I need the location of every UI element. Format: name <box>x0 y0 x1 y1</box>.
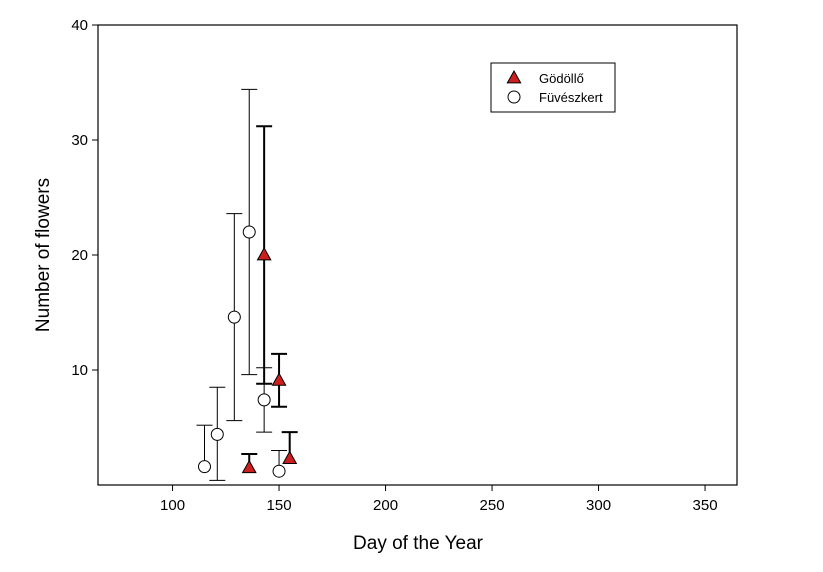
y-tick-label: 20 <box>71 247 88 264</box>
y-tick-label: 10 <box>71 362 88 379</box>
x-tick-label: 100 <box>160 497 185 514</box>
data-point-godollo <box>282 450 298 464</box>
x-axis-title: Day of the Year <box>353 533 484 554</box>
x-tick-label: 250 <box>480 497 505 514</box>
x-tick-label: 150 <box>267 497 292 514</box>
x-tick-label: 200 <box>373 497 398 514</box>
data-point-godollo <box>256 246 272 261</box>
legend-marker-godollo <box>506 69 522 84</box>
legend-label: Füvészkert <box>539 90 603 105</box>
data-point-godollo <box>241 459 257 474</box>
data-point-fuveszkert <box>257 393 271 407</box>
data-point-fuveszkert <box>227 310 241 324</box>
x-tick-label: 300 <box>586 497 611 514</box>
y-tick-label: 30 <box>71 132 88 149</box>
legend-marker-fuveszkert <box>507 90 521 104</box>
plot-frame <box>97 24 738 486</box>
data-point-godollo <box>271 372 287 386</box>
data-point-fuveszkert <box>210 427 224 441</box>
data-point-fuveszkert <box>198 460 211 474</box>
legend-label: Gödöllő <box>539 71 584 86</box>
data-point-fuveszkert <box>242 225 256 239</box>
y-tick-label: 40 <box>71 17 88 34</box>
y-axis-title: Number of flowers <box>33 178 54 332</box>
data-point-fuveszkert <box>272 464 286 478</box>
legend-box <box>490 62 616 113</box>
x-tick-label: 350 <box>693 497 718 514</box>
